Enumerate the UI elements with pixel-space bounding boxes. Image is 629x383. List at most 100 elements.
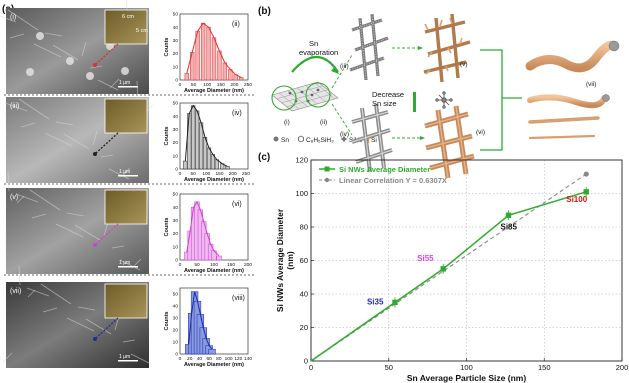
y-tick-label: 20 (300, 323, 308, 332)
histogram-y-tick: 20 (173, 328, 179, 334)
y-tick-label: 120 (295, 156, 308, 165)
histogram-x-tick: 140 (244, 356, 252, 362)
legend-phenylsilane: C₆H₅SiH₃ (306, 137, 334, 144)
histogram-y-tick: 40 (173, 25, 179, 31)
histogram-y-tick: 0 (175, 167, 178, 173)
sn-particle (26, 68, 34, 76)
histogram-bar (183, 161, 187, 169)
histogram-bar (207, 27, 211, 80)
series-line (311, 192, 586, 361)
histogram-bar (185, 73, 189, 80)
data-point (506, 213, 511, 218)
sn-particle (86, 72, 94, 80)
silane-molecule-icon (436, 92, 452, 108)
data-point (392, 300, 397, 305)
inset-height-label: 5 cm (136, 28, 148, 34)
histogram-bar (196, 31, 200, 80)
histogram-bar (218, 51, 222, 80)
histogram-y-label: Counts (164, 312, 170, 331)
data-point (584, 189, 589, 194)
scale-bar (118, 266, 138, 268)
histogram-x-tick: 0 (179, 356, 182, 362)
panel-a: 6 cm5 cm(i)1 µm 0 50 100 150 200 2500102030405… (0, 0, 256, 368)
panel-a-row-2: (iii)1 µm 0 50 100 150 200 25001020304050Avera… (4, 81, 256, 184)
panel-c-chart: 0 50 100 150 200020406080100120Sn Average Pa… (275, 156, 628, 383)
histogram-y-tick: 40 (173, 304, 179, 310)
histogram-bar (223, 63, 227, 80)
histogram-y-tick: 30 (173, 218, 179, 224)
scale-bar (118, 175, 138, 177)
inset-width-label: 6 cm (122, 14, 134, 20)
decrease-arrow (413, 92, 416, 112)
sample-marker (93, 152, 97, 156)
panel-a-row-3: (v)1 µm 0 50 100 150 20001020304050Average Di… (4, 172, 256, 275)
histogram-x-tick: 0 (179, 262, 182, 268)
point-annotation: Si35 (367, 297, 384, 306)
y-tick-label: 40 (300, 290, 308, 299)
histogram-y-tick: 30 (173, 316, 179, 322)
histogram-y-tick: 10 (173, 64, 179, 70)
data-point (440, 266, 445, 271)
histogram-y-tick: 30 (173, 38, 179, 44)
sem-label: (i) (10, 14, 16, 21)
evaporation-label: Sn evaporation (299, 39, 338, 57)
histogram-x-tick: 0 (179, 171, 182, 177)
chart-legend: Si NWs Average DiameterLinear Correlatio… (319, 165, 447, 185)
histogram-y-label: Counts (164, 218, 170, 237)
y-tick-label: 60 (300, 256, 308, 265)
sn-coated-grid-iii (350, 14, 388, 80)
x-tick-label: 100 (460, 363, 473, 372)
histogram-bar (191, 106, 195, 169)
legend-swatch-marker (325, 167, 330, 172)
substrate-grid-i (272, 82, 338, 111)
sem-label: (vii) (10, 288, 21, 295)
histogram-y-tick: 10 (173, 244, 179, 250)
histogram-y-tick: 30 (173, 127, 179, 133)
sem-label: (v) (10, 194, 18, 201)
legend-swatch-marker (325, 178, 329, 182)
scale-bar-label: 1 µm (119, 354, 130, 360)
histogram-y-tick: 20 (173, 231, 179, 237)
point-annotation: Si85 (500, 222, 517, 231)
histogram-x-label: Average Diameter (nm) (184, 268, 244, 274)
x-tick-label: 150 (538, 363, 551, 372)
histogram-bar (226, 166, 230, 169)
point-annotation: Si55 (417, 254, 434, 263)
schematic-label-i: (i) (284, 119, 290, 126)
y-tick-label: 80 (300, 223, 308, 232)
sem-label: (iii) (10, 103, 19, 110)
histogram-bar (187, 114, 191, 169)
nw-grid-v (424, 14, 470, 82)
panel-c-label: (c) (258, 152, 270, 163)
histogram-y-tick: 50 (173, 292, 179, 298)
sn-particle (36, 32, 44, 40)
inset-photo (105, 99, 147, 133)
legend-si: Si (371, 137, 377, 144)
legend-entry: Linear Correlation Y = 0.6307X (339, 176, 447, 185)
sample-marker (93, 243, 97, 247)
histogram-y-tick: 50 (173, 101, 179, 107)
histogram-x-label: Average Diameter (nm) (184, 88, 244, 94)
histogram-label: (viii) (232, 295, 245, 302)
histogram-x-label: Average Diameter (nm) (184, 362, 244, 368)
sn-particle (121, 67, 129, 75)
schematic-label-iii: (iii) (340, 63, 349, 70)
x-tick-label: 0 (309, 363, 313, 372)
histogram-y-tick: 40 (173, 114, 179, 120)
schematic-label-vi: (vi) (476, 129, 485, 136)
histogram-x-tick: 200 (244, 262, 252, 268)
histogram-y-tick: 50 (173, 192, 179, 198)
y-tick-label: 100 (295, 189, 308, 198)
x-tick-label: 200 (616, 363, 629, 372)
sn-particle (66, 57, 74, 65)
histogram-bar (209, 349, 216, 354)
scale-bar (118, 360, 138, 362)
inset-photo (105, 284, 147, 318)
y-axis-label-line: Si NWs Average Diameter (275, 208, 285, 312)
histogram-y-tick: 20 (173, 51, 179, 57)
decrease-sn-label: Decrease Sn size (372, 90, 404, 108)
schematic-label-v: (v) (460, 61, 468, 68)
histogram-y-tick: 0 (175, 352, 178, 358)
scale-bar-label: 1 µm (119, 260, 130, 266)
